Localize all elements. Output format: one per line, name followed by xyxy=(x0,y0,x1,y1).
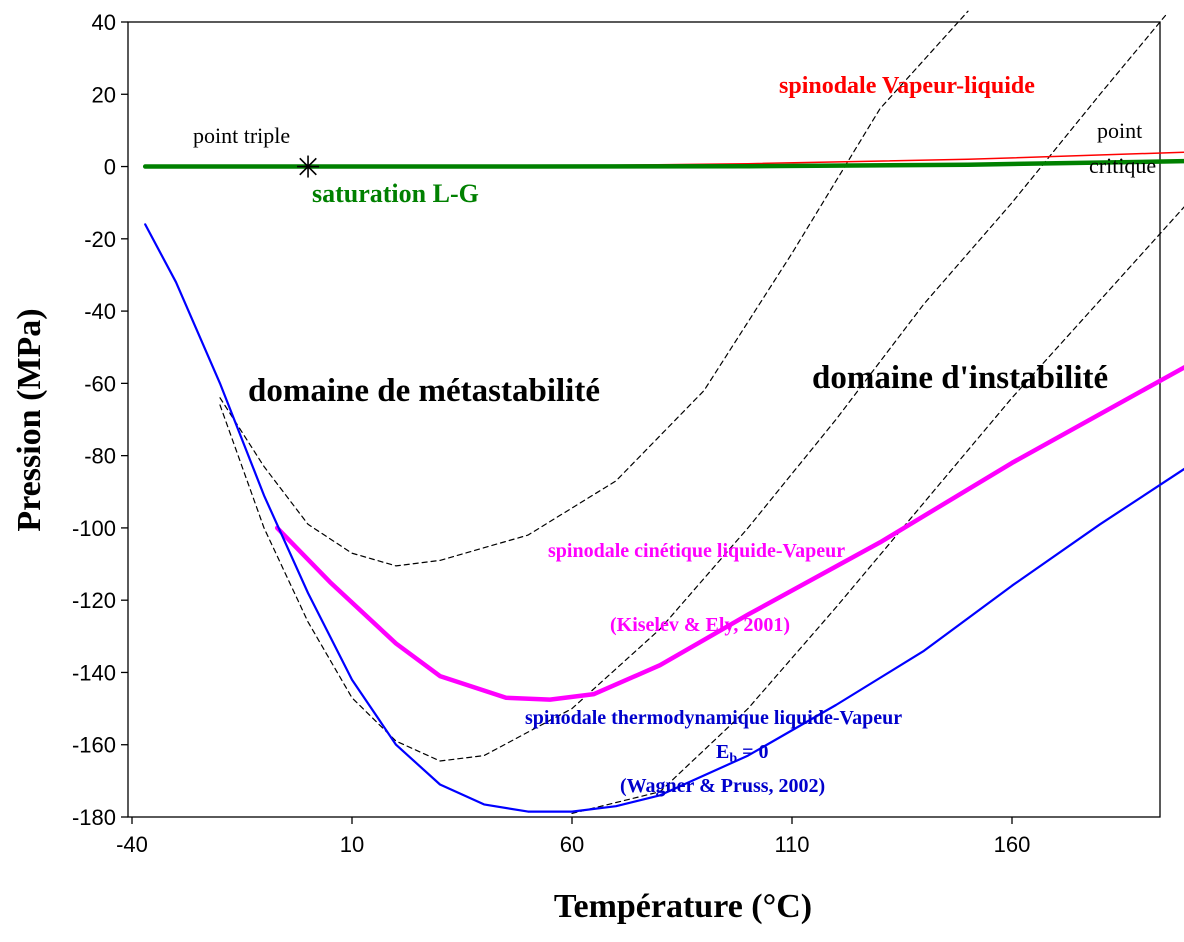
x-tick-label: -40 xyxy=(116,832,148,857)
annotation-eb-sub: b xyxy=(729,751,737,766)
annotation-thermo-spinodal: spinodale thermodynamique liquide-Vapeur xyxy=(525,707,902,729)
annotation-instable-domain: domaine d'instabilité xyxy=(812,360,1108,396)
x-tick-label: 110 xyxy=(774,832,809,857)
series-group xyxy=(142,10,1184,814)
y-axis-title: Pression (MPa) xyxy=(11,308,48,531)
y-tick-label: -100 xyxy=(72,516,116,541)
x-tick-label: 10 xyxy=(340,832,364,857)
series-spinodale-cin-tique-liquide-vapeur xyxy=(274,364,1184,702)
plot-frame xyxy=(127,21,1161,818)
y-tick-label: -160 xyxy=(72,733,116,758)
annotation-metastable-domain: domaine de métastabilité xyxy=(248,373,600,409)
y-tick-label: 40 xyxy=(92,10,116,35)
asterisk-stroke xyxy=(299,157,317,176)
y-tick-label: -140 xyxy=(72,660,116,685)
y-tick-label: -80 xyxy=(84,444,116,469)
annotation-point-critique-line2: critique xyxy=(1089,153,1156,178)
y-tick-label: 0 xyxy=(104,155,116,180)
y-tick-label: -20 xyxy=(84,227,116,252)
annotation-thermo-ref: (Wagner & Pruss, 2002) xyxy=(620,775,825,797)
x-tick-label: 60 xyxy=(560,832,584,857)
annotation-red-spinodal: spinodale Vapeur-liquide xyxy=(779,73,1035,99)
y-tick-label: -60 xyxy=(84,371,116,396)
x-axis-title: Température (°C) xyxy=(554,888,812,925)
y-tick-label: -180 xyxy=(72,805,116,830)
annotation-eb-rest: = 0 xyxy=(737,741,768,763)
y-tick-label: 20 xyxy=(92,82,116,107)
series-dashed-curve-1 xyxy=(219,10,969,567)
annotation-saturation: saturation L-G xyxy=(312,179,479,208)
annotation-eb: Eb = 0 xyxy=(716,741,769,766)
annotation-kinetic-ref: (Kiselev & Ely, 2001) xyxy=(610,614,790,636)
x-tick-label: 160 xyxy=(994,832,1031,857)
y-tick-label: -40 xyxy=(84,299,116,324)
markers-group xyxy=(297,155,320,178)
marker-triple-point xyxy=(297,155,320,178)
tick-labels: -40106011016021026031036040200-20-40-60-… xyxy=(72,10,1031,857)
series-spinodale-thermodynamique-liquide-vapeur xyxy=(144,223,1184,813)
series-saturation-l-g xyxy=(142,158,1184,169)
series-dashed-curve-3 xyxy=(571,206,1184,814)
annotation-point-critique-line1: point xyxy=(1097,118,1142,143)
annotation-kinetic-spinodal: spinodale cinétique liquide-Vapeur xyxy=(548,540,845,562)
annotation-eb-main: E xyxy=(716,741,729,763)
axes xyxy=(121,21,1161,824)
annotation-point-triple: point triple xyxy=(193,123,290,148)
y-tick-label: -120 xyxy=(72,588,116,613)
series-dashed-curve-2 xyxy=(219,14,1167,762)
